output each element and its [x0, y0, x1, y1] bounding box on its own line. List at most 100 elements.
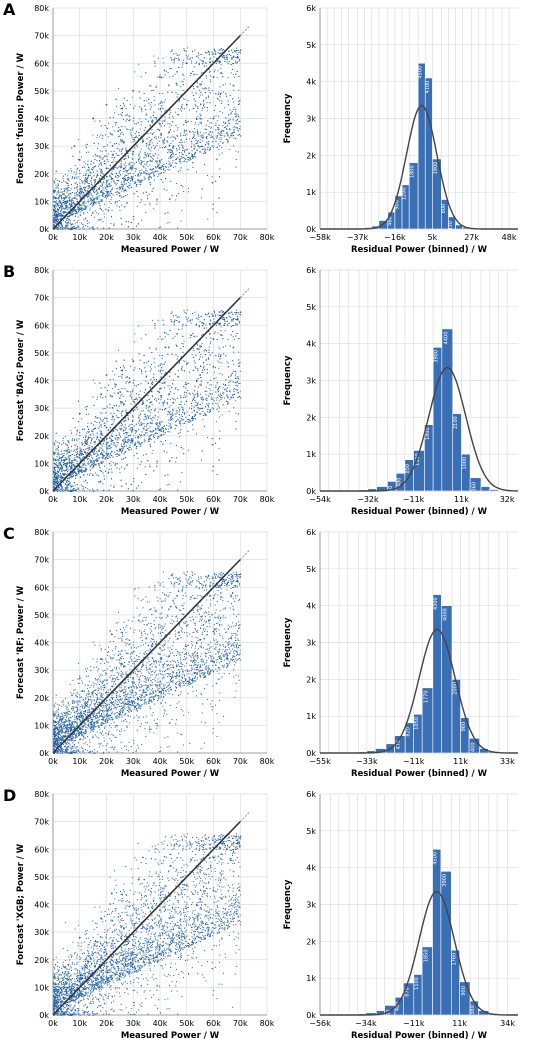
scatter-point	[207, 102, 208, 103]
scatter-point	[123, 142, 124, 143]
scatter-point	[54, 204, 55, 205]
scatter-point	[133, 219, 134, 220]
scatter-point	[123, 196, 124, 197]
scatter-point	[185, 135, 186, 136]
scatter-point	[154, 100, 155, 101]
scatter-point	[220, 141, 221, 142]
scatter-point	[76, 172, 77, 173]
scatter-point	[108, 123, 109, 124]
scatter-point	[170, 423, 171, 424]
scatter-point	[131, 132, 132, 133]
scatter-point	[225, 83, 226, 84]
scatter-point	[55, 218, 56, 219]
scatter-point	[99, 137, 100, 138]
scatter-point	[162, 358, 163, 359]
scatter-point	[240, 121, 241, 122]
scatter-point	[221, 103, 222, 104]
scatter-point	[219, 53, 220, 54]
scatter-point	[58, 216, 59, 217]
scatter-point	[210, 81, 211, 82]
scatter-point	[151, 90, 152, 91]
scatter-point	[169, 150, 170, 151]
scatter-point	[77, 199, 78, 200]
scatter-point	[94, 202, 95, 203]
scatter-point	[77, 222, 78, 223]
scatter-point	[129, 183, 130, 184]
scatter-point	[237, 57, 238, 58]
scatter-point	[90, 208, 91, 209]
scatter-point	[134, 123, 135, 124]
scatter-point	[100, 171, 101, 172]
scatter-point	[118, 180, 119, 181]
scatter-point	[125, 170, 126, 171]
scatter-point	[145, 168, 146, 169]
scatter-point	[105, 125, 106, 126]
scatter-point	[193, 95, 194, 96]
scatter-point	[143, 139, 144, 140]
scatter-point	[192, 138, 193, 139]
scatter-point	[71, 171, 72, 172]
scatter-point	[114, 112, 115, 113]
scatter-point	[145, 204, 146, 205]
scatter-point	[84, 198, 85, 199]
scatter-point	[184, 79, 185, 80]
scatter-point	[177, 157, 178, 158]
scatter-point	[230, 95, 231, 96]
scatter-point	[61, 224, 62, 225]
scatter-point	[122, 112, 123, 113]
scatter-point	[133, 121, 134, 122]
scatter-point	[185, 388, 186, 389]
scatter-point	[193, 133, 194, 134]
scatter-point	[183, 62, 184, 63]
scatter-point	[99, 168, 100, 169]
scatter-point	[141, 108, 142, 109]
scatter-point	[132, 180, 133, 181]
scatter-point	[74, 193, 75, 194]
scatter-point	[113, 194, 114, 195]
scatter-point	[193, 88, 194, 89]
scatter-point	[100, 157, 101, 158]
scatter-point	[134, 137, 135, 138]
scatter-point	[172, 195, 173, 196]
scatter-point	[136, 184, 137, 185]
scatter-point	[112, 126, 113, 127]
scatter-point	[104, 193, 105, 194]
scatter-point	[157, 161, 158, 162]
scatter-point	[104, 213, 105, 214]
scatter-point	[168, 167, 169, 168]
scatter-point	[103, 146, 104, 147]
scatter-point	[172, 162, 173, 163]
scatter-point	[135, 133, 136, 134]
scatter-point	[131, 137, 132, 138]
scatter-point	[98, 196, 99, 197]
scatter-point	[210, 102, 211, 103]
scatter-point	[232, 58, 233, 59]
scatter-point	[238, 121, 239, 122]
scatter-point	[121, 205, 122, 206]
scatter-point	[172, 160, 173, 161]
scatter-point	[200, 139, 201, 140]
scatter-point	[55, 179, 56, 180]
scatter-point	[182, 74, 183, 75]
scatter-point	[164, 140, 165, 141]
scatter-point	[121, 197, 122, 198]
scatter-point	[206, 65, 207, 66]
scatter-point	[206, 98, 207, 99]
scatter-point	[197, 132, 198, 133]
x-tick-label: −16k	[384, 233, 406, 242]
scatter-point	[84, 180, 85, 181]
scatter-point	[99, 121, 100, 122]
scatter-point	[72, 214, 73, 215]
scatter-point	[110, 178, 111, 179]
scatter-point	[112, 188, 113, 189]
scatter-point	[90, 200, 91, 201]
scatter-point	[206, 142, 207, 143]
scatter-point	[131, 142, 132, 143]
scatter-point	[105, 197, 106, 198]
scatter-point	[115, 201, 116, 202]
scatter-point	[209, 347, 210, 348]
scatter-point	[109, 195, 110, 196]
scatter-point	[76, 212, 77, 213]
scatter-point	[176, 58, 177, 59]
scatter-point	[136, 226, 137, 227]
